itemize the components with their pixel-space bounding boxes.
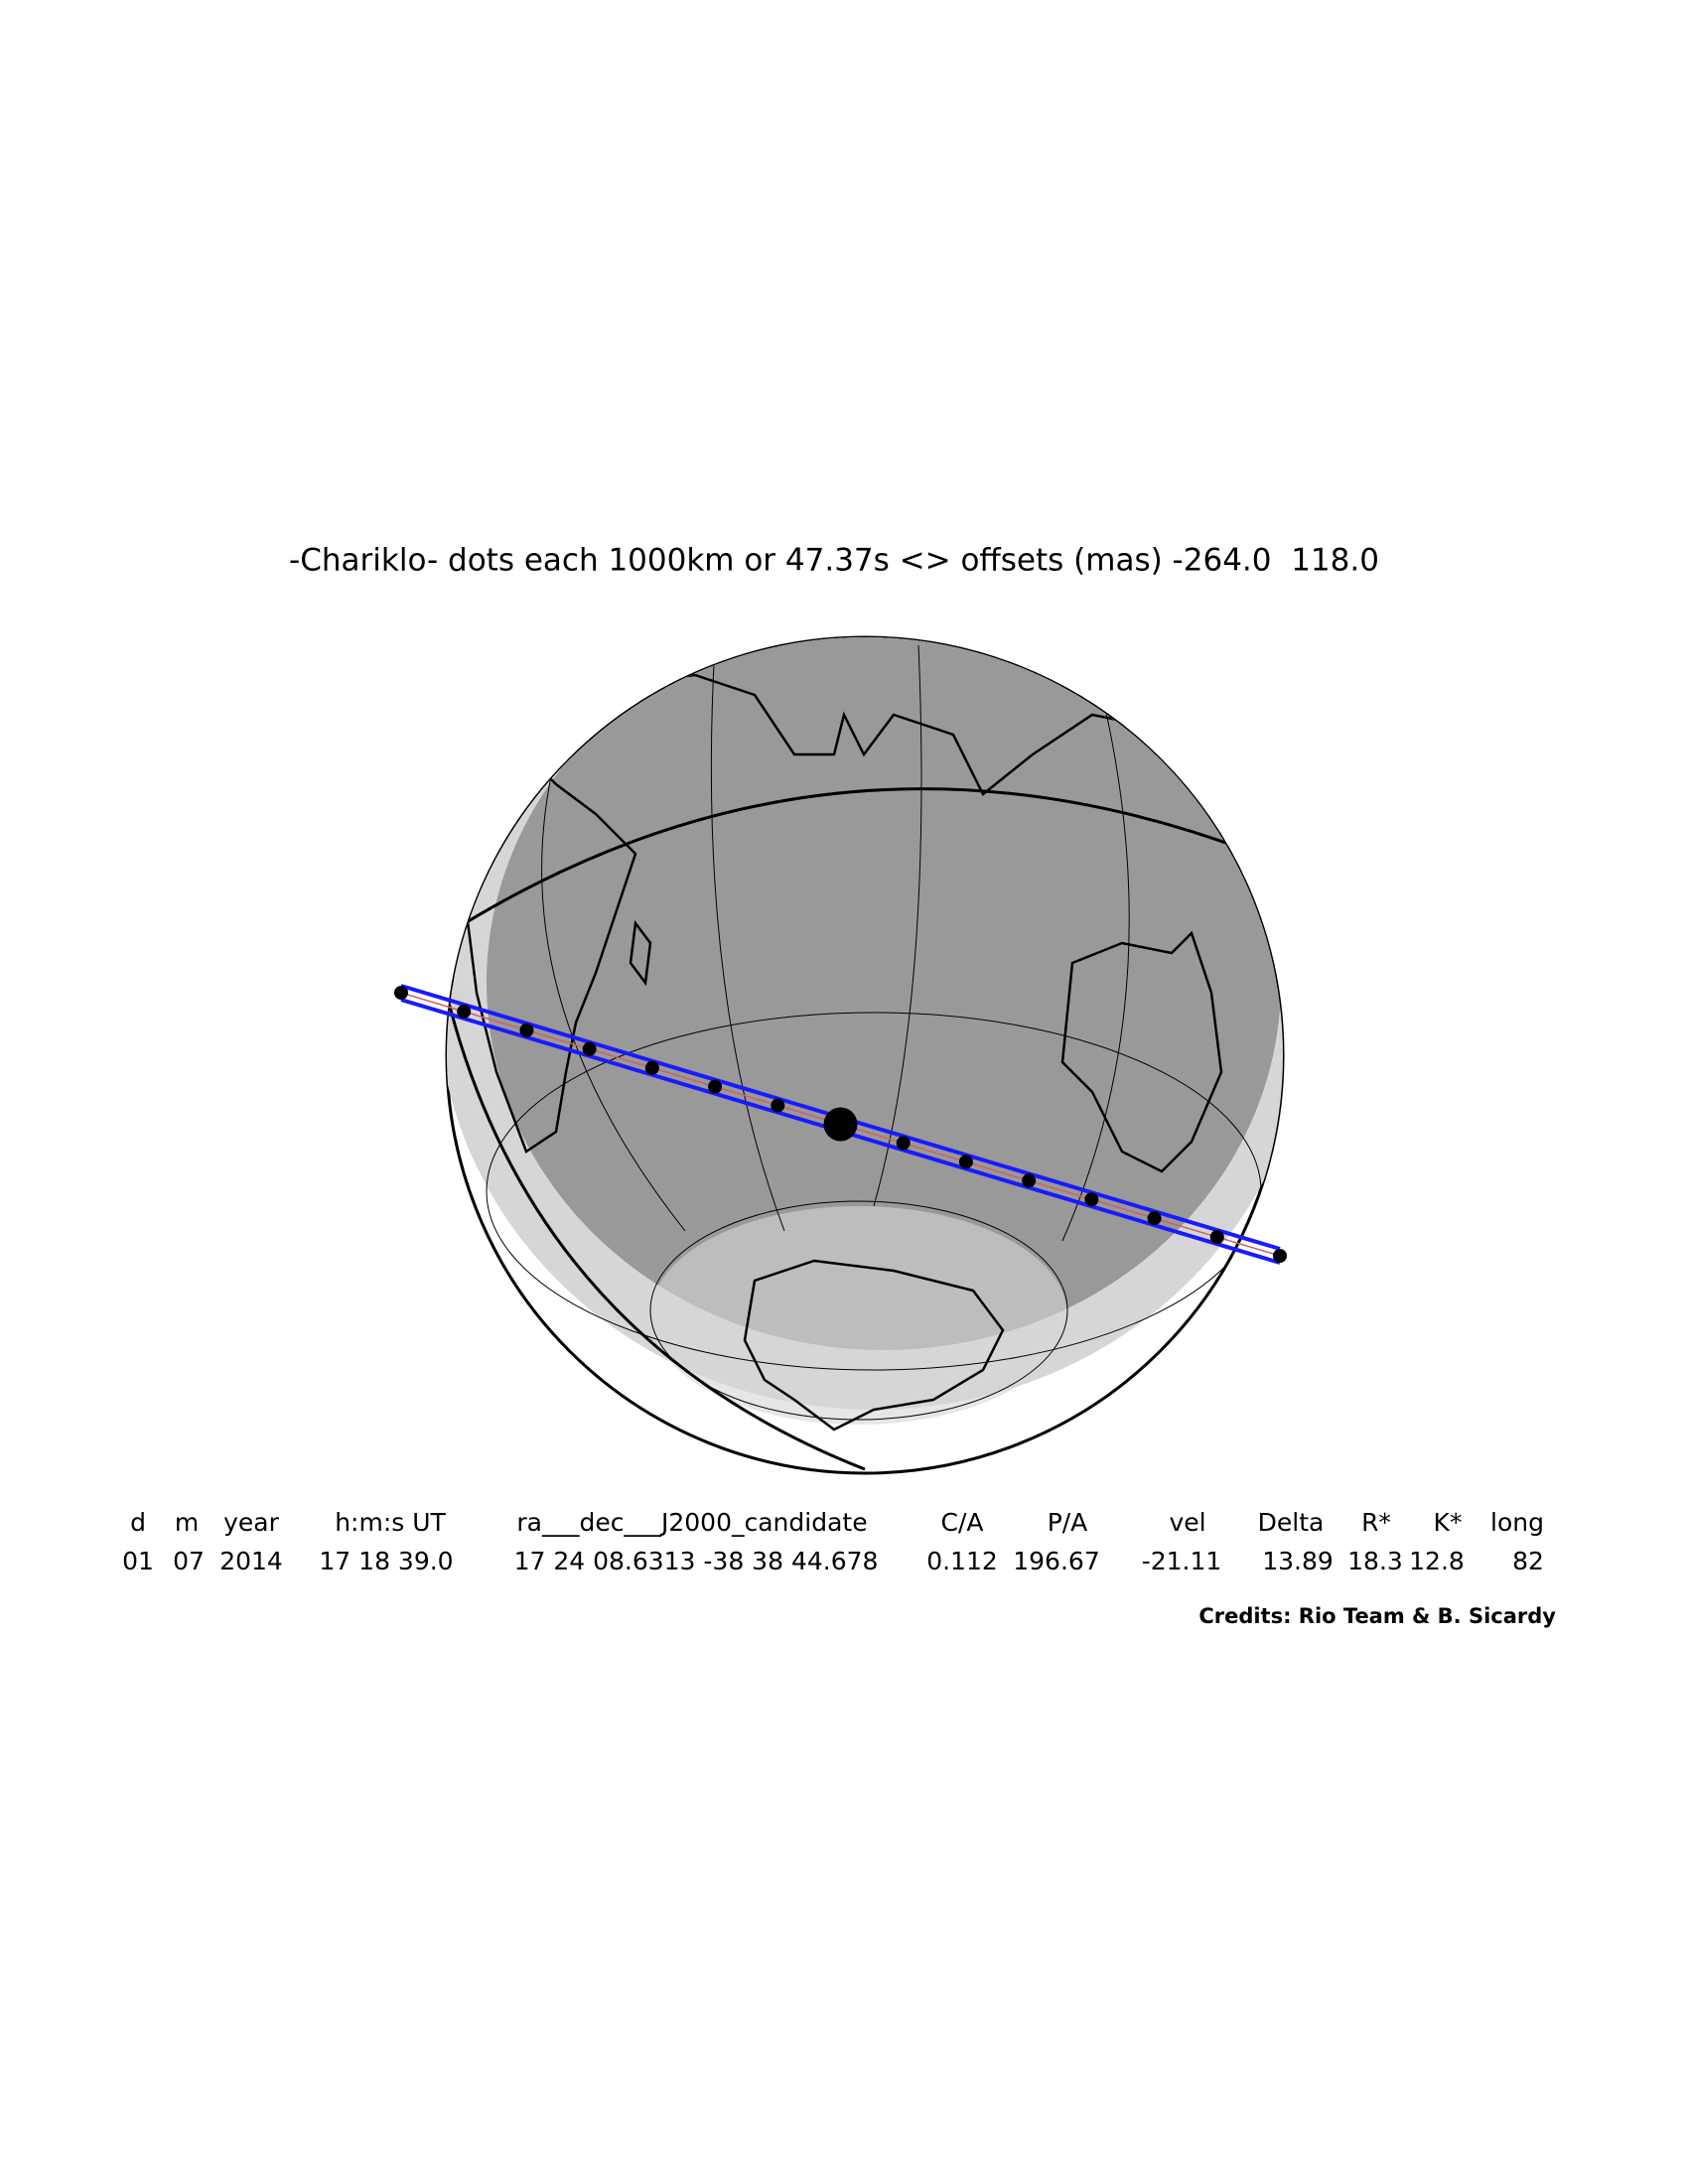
time-dot [771, 1098, 785, 1113]
table-header-cell: R* [1361, 1508, 1391, 1537]
table-cell: 17 18 39.0 [319, 1547, 453, 1575]
table-cell: 2014 [219, 1547, 283, 1575]
limb-line [447, 1002, 866, 1471]
time-dot [896, 1136, 911, 1151]
time-dot [1273, 1249, 1287, 1263]
time-dot [644, 1060, 659, 1075]
globe [445, 635, 1285, 1475]
table-cell: 18.3 [1347, 1547, 1403, 1575]
table-header-cell: h:m:s UT [335, 1508, 446, 1537]
polar-region [650, 1206, 1067, 1425]
table-header-cell: ra___dec___J2000_candidate [516, 1508, 867, 1537]
time-dot [823, 1107, 858, 1142]
table-cell: 13.89 [1262, 1547, 1334, 1575]
shadow-path [394, 984, 1287, 1265]
table-header-cell: Delta [1258, 1508, 1325, 1537]
dark-region [487, 637, 1281, 1350]
time-dots [394, 986, 1287, 1263]
time-dot [582, 1041, 597, 1056]
time-dot [958, 1155, 973, 1169]
table-header-cell: d [130, 1508, 146, 1537]
table-header-cell: C/A [941, 1508, 984, 1537]
credits: Credits: Rio Team & B. Sicardy [1198, 1604, 1556, 1628]
table-cell: 196.67 [1013, 1547, 1099, 1575]
time-dot [394, 986, 408, 1000]
event-table: d m year h:m:s UT ra___dec___J2000_candidate… [122, 1508, 1544, 1575]
table-cell: 0.112 [926, 1547, 998, 1575]
graticule [486, 644, 1262, 1421]
table-header-cell: P/A [1048, 1508, 1088, 1537]
time-dot [519, 1023, 534, 1037]
table-header-cell: vel [1169, 1508, 1205, 1537]
table-cell: 07 [173, 1547, 205, 1575]
table-cell: 12.8 [1409, 1547, 1465, 1575]
table-header-cell: K* [1434, 1508, 1463, 1537]
map-title: -Chariklo- dots each 1000km or 47.37s <>… [289, 543, 1379, 579]
time-dot [457, 1004, 472, 1019]
terminator [448, 787, 1282, 935]
table-header-cell: m [175, 1508, 199, 1537]
time-dot [1147, 1211, 1162, 1226]
time-dot [1084, 1192, 1099, 1207]
time-dot [1209, 1230, 1224, 1245]
table-header-cell: long [1490, 1508, 1544, 1537]
time-dot [708, 1079, 723, 1094]
table-cell: 17 24 08.6313 -38 38 44.678 [514, 1547, 879, 1575]
time-dot [1022, 1173, 1037, 1188]
table-cell: 01 [122, 1547, 154, 1575]
table-cell: -21.11 [1142, 1547, 1222, 1575]
table-header-cell: year [223, 1508, 279, 1537]
table-cell: 82 [1512, 1547, 1544, 1575]
